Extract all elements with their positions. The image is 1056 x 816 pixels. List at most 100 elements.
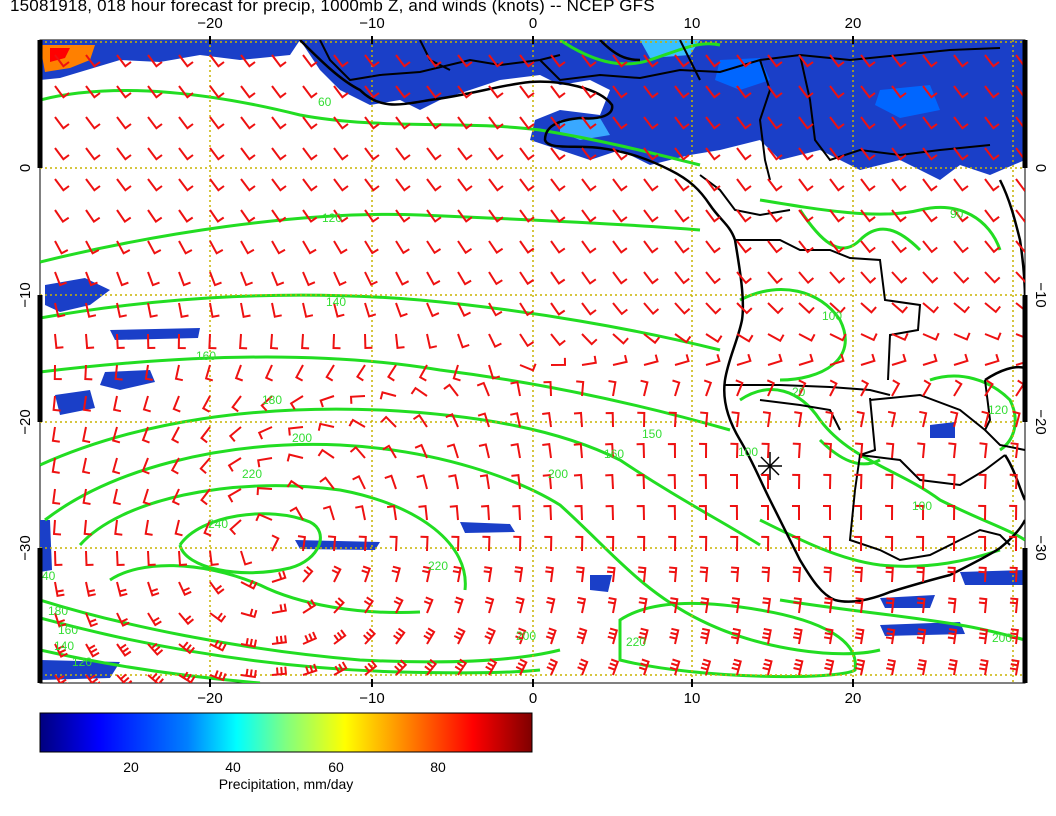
wind-barb [638, 658, 650, 676]
contour-label: 120 [322, 211, 342, 225]
wind-barb [144, 364, 153, 381]
colorbar-tick-label: 60 [328, 759, 344, 775]
wind-barb [240, 147, 256, 161]
wind-barb [798, 353, 814, 366]
wind-barb [319, 476, 335, 490]
wind-barb [142, 395, 151, 413]
lon-label-top: 20 [845, 15, 862, 32]
wind-barbs [51, 54, 1025, 683]
wind-barb [328, 535, 337, 552]
wind-barb [364, 302, 377, 318]
wind-barb [319, 395, 335, 408]
lon-labels-top: −20 −10 0 10 20 [197, 15, 861, 32]
wind-barb [637, 566, 647, 583]
wind-barb [54, 116, 70, 130]
wind-barb [260, 395, 273, 412]
wind-barb [271, 85, 287, 99]
wind-barb [922, 116, 938, 130]
wind-barb [171, 426, 180, 444]
colorbar-tick-label: 40 [225, 759, 241, 775]
wind-barb [891, 353, 907, 366]
wind-barb [302, 54, 318, 68]
wind-barb [612, 302, 628, 316]
wind-barb [922, 240, 938, 254]
wind-barb [483, 566, 493, 583]
wind-barb [916, 566, 925, 583]
wind-barb [414, 443, 428, 459]
wind-barb [916, 535, 925, 552]
wind-barb [204, 364, 214, 382]
wind-barb [767, 353, 783, 366]
wind-barb [950, 410, 959, 428]
wind-barb [984, 353, 1000, 366]
contour-line [739, 288, 847, 382]
lon-label-bottom: 20 [845, 690, 862, 707]
wind-barb [978, 628, 989, 645]
wind-barb [581, 302, 597, 316]
wind-barb [984, 379, 994, 397]
contour-label: 120 [988, 403, 1008, 417]
wind-barb [512, 504, 521, 521]
wind-barb [953, 353, 969, 366]
wind-barb [606, 535, 615, 552]
frame-ticks [209, 36, 854, 687]
wind-barb [333, 116, 349, 130]
contour-label: 140 [54, 639, 74, 653]
coastlines [299, 40, 1025, 603]
wind-barb [85, 333, 95, 350]
wind-barb [544, 535, 553, 552]
wind-barb [947, 658, 958, 676]
wind-barb [317, 422, 335, 431]
precip-patch-12 [40, 520, 52, 572]
wind-barb [519, 363, 537, 372]
frame-side-bars [37, 40, 1028, 683]
wind-barb [916, 473, 925, 490]
border-line [869, 393, 1025, 451]
wind-barb [699, 442, 708, 459]
wind-barb [736, 116, 752, 130]
wind-barb [410, 386, 428, 397]
wind-barb [349, 445, 366, 459]
wind-barb [829, 333, 847, 342]
contour-label: 220 [428, 559, 448, 573]
border-line [759, 399, 841, 431]
border-line [959, 528, 1011, 546]
lon-labels-bottom: −20 −10 0 10 20 [197, 690, 861, 707]
wind-barb [736, 302, 753, 315]
contour-label: 90 [950, 207, 964, 221]
wind-barb [333, 147, 349, 161]
contour-label: 100 [912, 499, 932, 513]
wind-barb [581, 355, 597, 366]
wind-barb [85, 271, 98, 287]
wind-barb [477, 412, 490, 428]
wind-barb [412, 413, 428, 428]
wind-barb [855, 658, 866, 676]
wind-barb [178, 54, 194, 68]
wind-barb [363, 596, 374, 614]
wind-barb [302, 209, 318, 223]
wind-barb [1009, 628, 1019, 645]
wind-barb [488, 302, 503, 317]
wind-barb [331, 565, 342, 583]
wind-barb [979, 442, 988, 459]
wind-barb [333, 85, 349, 99]
wind-barb [886, 442, 895, 459]
wind-barb [356, 364, 366, 382]
wind-barb [111, 426, 121, 444]
wind-barb [1015, 361, 1025, 366]
wind-barb [178, 550, 188, 567]
wind-barb [577, 658, 589, 676]
wind-barb [54, 147, 70, 161]
wind-barb [922, 332, 940, 341]
wind-barb [854, 473, 863, 490]
wind-barb [581, 209, 597, 223]
wind-barb [636, 473, 645, 490]
contour-label: 140 [326, 295, 346, 309]
wind-barb [984, 178, 1000, 192]
wind-barb [147, 302, 158, 318]
wind-barb [418, 504, 428, 521]
wind-barb [860, 116, 876, 130]
wind-barb [545, 627, 557, 645]
wind-barb [576, 596, 587, 614]
wind-barb [860, 85, 876, 99]
